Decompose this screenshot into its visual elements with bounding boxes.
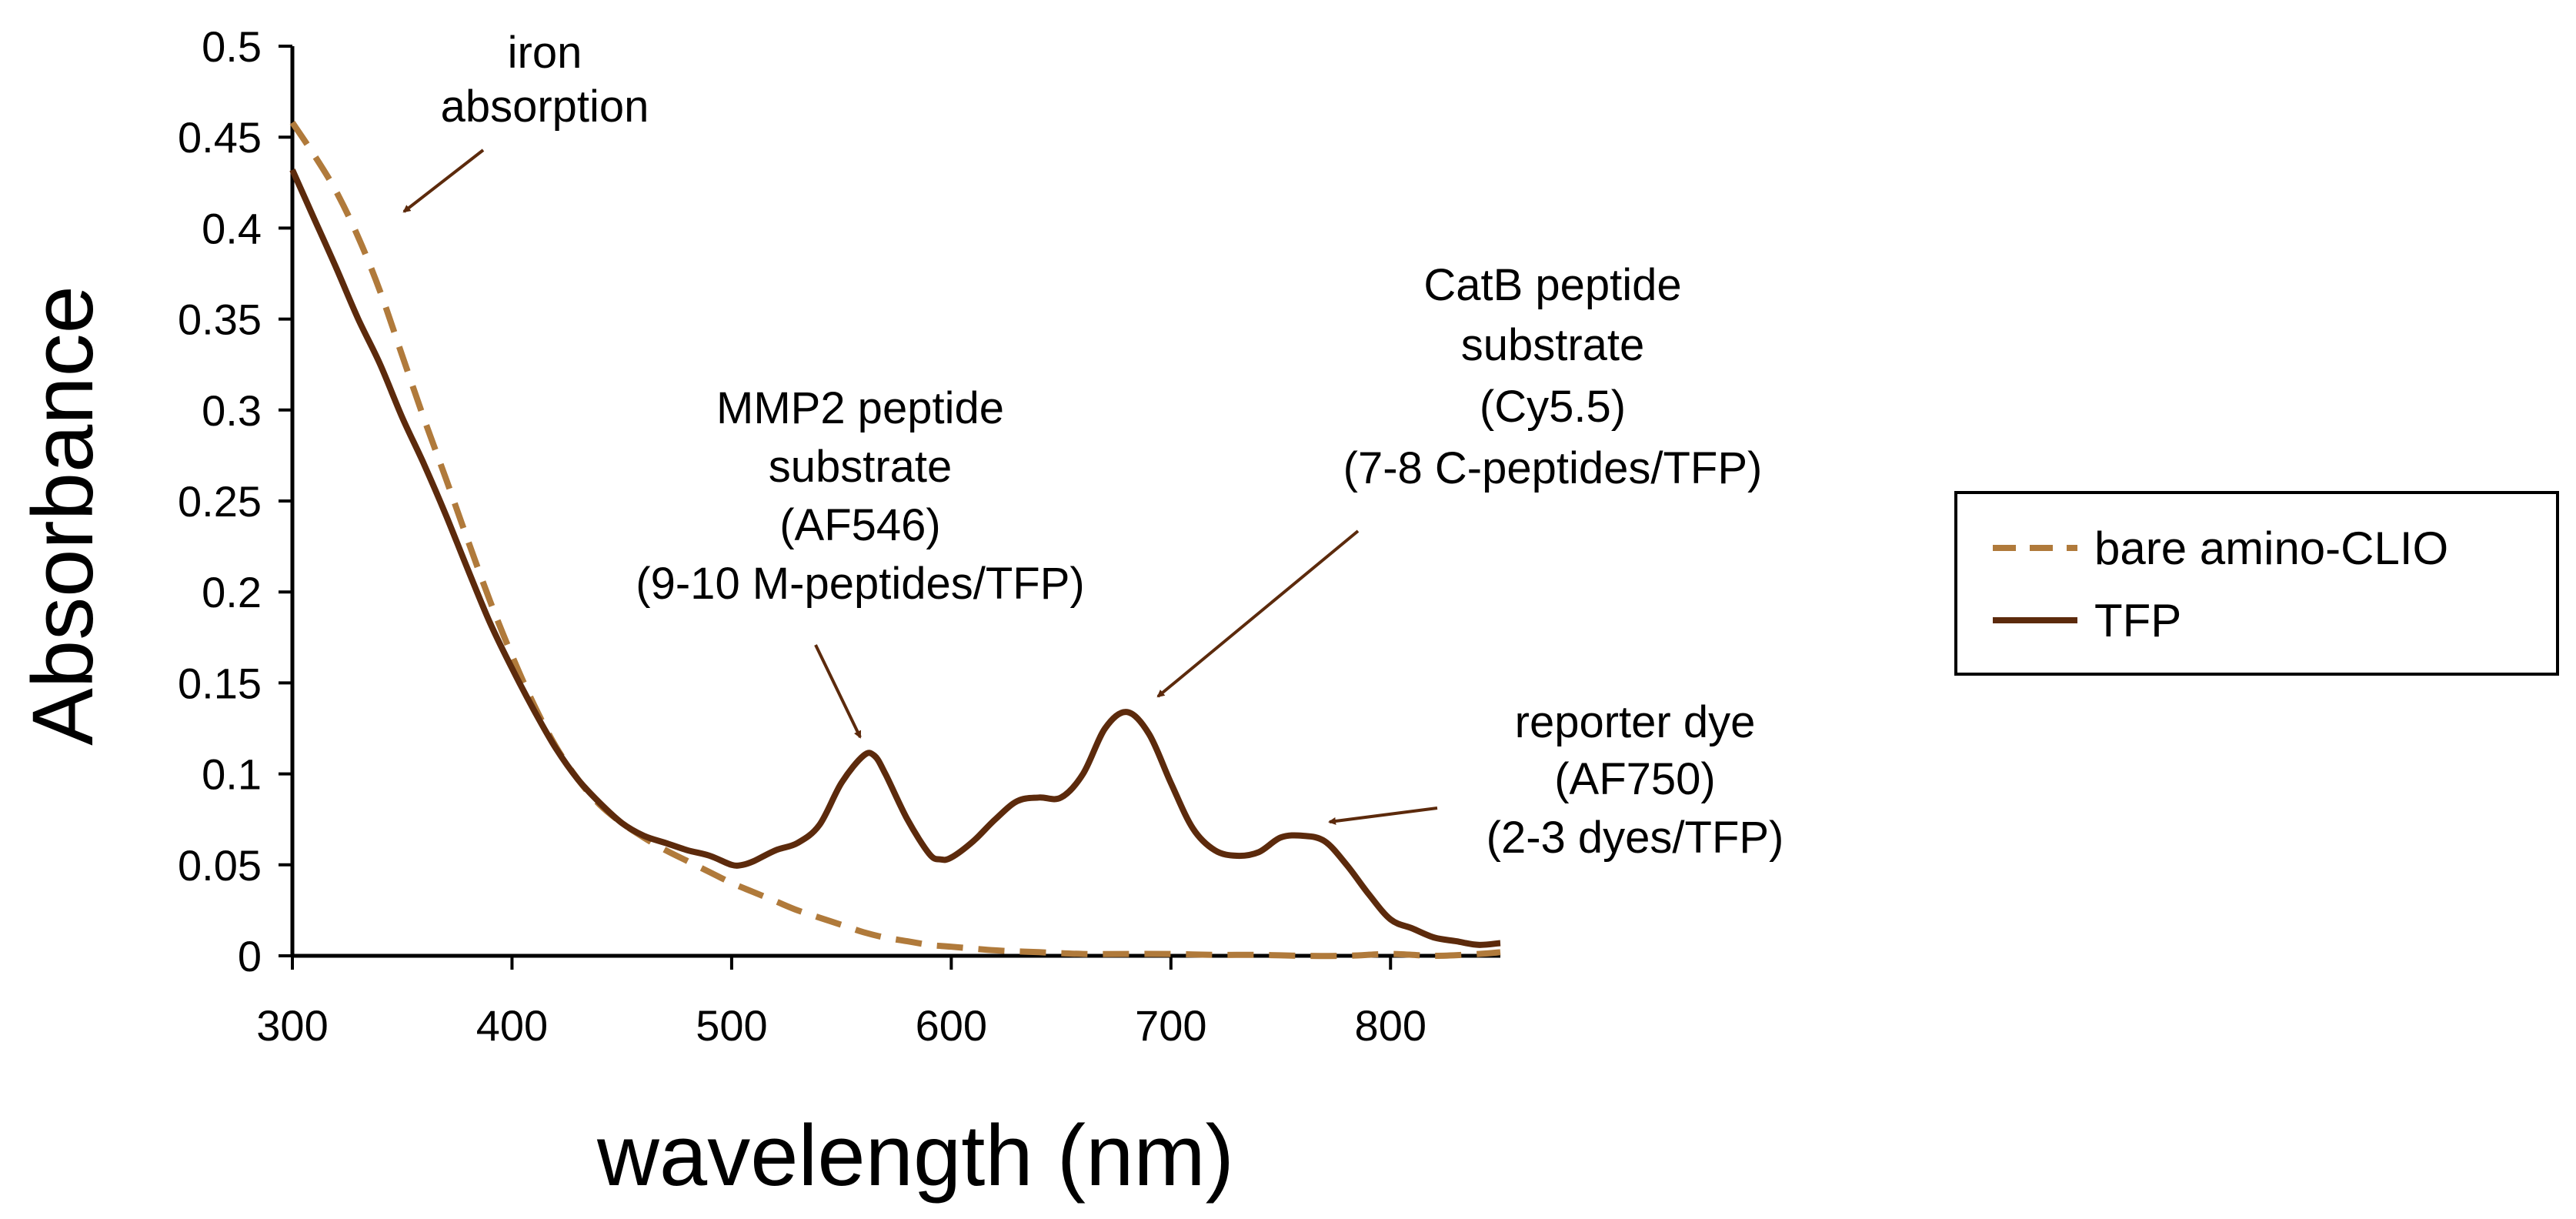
y-tick-label: 0.25: [178, 477, 262, 526]
annotation-text-line: MMP2 peptide: [716, 383, 1004, 433]
y-tick-label: 0.35: [178, 296, 262, 344]
y-axis-title: Absorbance: [15, 286, 111, 746]
annotation-text-line: absorption: [441, 82, 649, 132]
y-tick-label: 0.4: [202, 204, 262, 252]
annotation-arrow: [1328, 807, 1438, 825]
annotation-mmp2: MMP2 peptide substrate (AF546) (9-10 M-p…: [636, 383, 1085, 739]
y-tick-label: 0.2: [202, 568, 262, 616]
series-line-tfp: [289, 169, 1501, 948]
y-tick-label: 0.15: [178, 659, 262, 707]
x-axis-ticks: 300 400 500 600 700 800: [256, 956, 1426, 1050]
y-tick-label: 0.3: [202, 386, 262, 435]
annotation-text-line: (Cy5.5): [1480, 382, 1626, 432]
series-line-bare-amino-clio: [289, 121, 1501, 960]
x-tick-label: 400: [476, 1001, 548, 1050]
y-tick-label: 0.45: [178, 113, 262, 162]
x-tick-label: 300: [256, 1001, 328, 1050]
annotation-text-line: iron: [508, 28, 582, 78]
annotation-arrow: [814, 644, 862, 739]
annotation-iron-absorption: iron absorption: [402, 28, 649, 213]
y-axis-ticks: 0 0.05 0.1 0.15 0.2 0.25 0.3 0.35 0.4 0.45 0.5: [178, 22, 292, 980]
annotation-text-line: (9-10 M-peptides/TFP): [636, 559, 1084, 609]
annotation-text-line: substrate: [769, 442, 953, 492]
x-tick-label: 800: [1355, 1001, 1426, 1050]
annotation-text-line: reporter dye: [1515, 697, 1756, 747]
legend-box: [1954, 491, 2559, 676]
x-axis-title: wavelength (nm): [596, 1107, 1234, 1204]
x-tick-label: 500: [696, 1001, 767, 1050]
x-tick-label: 600: [916, 1001, 987, 1050]
y-tick-label: 0: [238, 932, 262, 980]
annotation-text-line: (AF750): [1554, 754, 1716, 804]
y-tick-label: 0.1: [202, 750, 262, 799]
annotation-arrow: [402, 149, 485, 213]
annotation-arrow: [1156, 529, 1360, 698]
legend-label-bare-amino-clio: bare amino-CLIO: [2094, 523, 2448, 574]
annotation-catb: CatB peptide substrate (Cy5.5) (7-8 C-pe…: [1156, 260, 1763, 698]
annotation-reporter-dye: reporter dye (AF750) (2-3 dyes/TFP): [1328, 697, 1784, 863]
annotation-text-line: (7-8 C-peptides/TFP): [1343, 443, 1763, 493]
legend-label-tfp: TFP: [2094, 595, 2181, 646]
legend: bare amino-CLIO TFP: [1954, 491, 2559, 676]
y-tick-label: 0.5: [202, 22, 262, 71]
y-tick-label: 0.05: [178, 841, 262, 890]
annotation-text-line: substrate: [1461, 320, 1645, 370]
annotation-text-line: (2-3 dyes/TFP): [1487, 813, 1784, 863]
annotation-text-line: (AF546): [779, 500, 941, 550]
series-layer: [289, 121, 1501, 960]
x-tick-label: 700: [1135, 1001, 1206, 1050]
annotation-text-line: CatB peptide: [1423, 260, 1681, 310]
